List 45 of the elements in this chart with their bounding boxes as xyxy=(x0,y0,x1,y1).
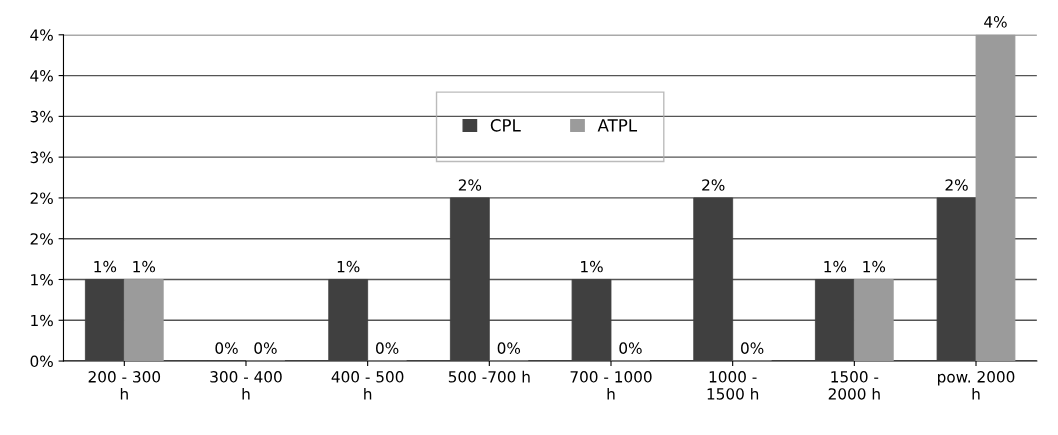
legend-label: CPL xyxy=(490,119,521,132)
data-label: 0% xyxy=(215,342,238,354)
data-label: 1% xyxy=(863,260,886,273)
bar xyxy=(693,197,734,362)
x-tick-label: 700 - 1000 h xyxy=(570,371,652,400)
y-tick-label: 1% xyxy=(31,314,53,327)
x-tick-label: pow. 2000 h xyxy=(938,371,1015,400)
data-label: 0% xyxy=(619,342,642,354)
bar xyxy=(449,197,490,362)
data-label: 2% xyxy=(458,179,482,191)
bar xyxy=(84,279,125,362)
y-tick-label: 2% xyxy=(30,192,53,204)
bar xyxy=(571,279,612,362)
data-label: 0% xyxy=(741,342,764,354)
y-tick-label: 2% xyxy=(30,233,53,245)
data-label: 1% xyxy=(94,260,117,273)
data-label: 1% xyxy=(133,260,156,273)
bar xyxy=(814,279,855,362)
y-tick-label: 1% xyxy=(31,273,53,286)
bar xyxy=(936,197,977,362)
data-label: 2% xyxy=(945,179,968,191)
y-tick-label: 4% xyxy=(30,29,53,41)
x-tick-label: 500 -700 h xyxy=(448,370,530,383)
bar xyxy=(328,279,369,362)
data-label: 1% xyxy=(581,260,603,273)
data-label: 0% xyxy=(254,342,277,354)
x-tick-label: 200 - 300 h xyxy=(88,371,161,400)
data-label: 1% xyxy=(337,260,360,273)
bar xyxy=(853,279,894,362)
x-tick-label: 400 - 500 h xyxy=(331,371,404,400)
data-label: 0% xyxy=(497,342,521,354)
x-tick-label: 1500 - 2000 h xyxy=(828,371,880,400)
data-label: 4% xyxy=(984,16,1007,28)
bar xyxy=(123,279,164,362)
legend-label: ATPL xyxy=(597,119,638,132)
y-tick-label: 4% xyxy=(30,70,53,82)
y-tick-label: 0% xyxy=(30,355,53,368)
y-tick-label: 3% xyxy=(30,151,53,164)
data-label: 1% xyxy=(824,260,847,273)
data-label: 0% xyxy=(376,342,399,354)
y-tick-label: 3% xyxy=(30,110,53,123)
x-tick-label: 300 - 400 h xyxy=(210,371,282,400)
data-label: 2% xyxy=(702,179,725,191)
bar xyxy=(975,34,1016,362)
x-tick-label: 1000 - 1500 h xyxy=(707,371,759,400)
